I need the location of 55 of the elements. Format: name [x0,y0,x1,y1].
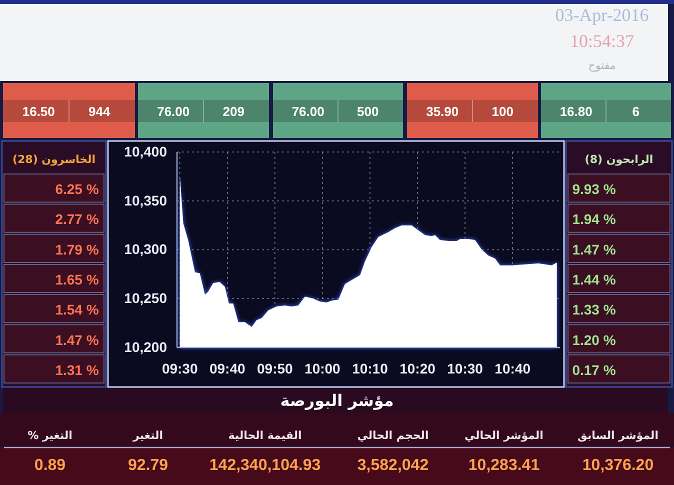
text: 16.80 [560,104,592,119]
text: 1.65 % [55,272,100,288]
text: المؤشر الحالي [464,429,544,442]
text: 10:54:37 [570,31,634,51]
x-tick-label: 10:00 [304,360,341,376]
text: 142,340,104.93 [209,457,321,474]
text: 9.93 % [572,181,616,198]
text: 1.44 % [572,272,616,288]
text: 1.54 % [55,302,100,318]
text: 1.94 % [572,211,616,228]
text: % التغير [28,429,72,442]
text: الرابحون (8) [584,153,654,166]
text: 209 [222,104,244,119]
text: 10,376.20 [582,457,654,474]
text: 92.79 [128,457,168,474]
x-tick-label: 10:30 [447,360,484,376]
text: 100 [492,104,514,119]
text: 2.77 % [55,211,100,228]
text: الحجم الحالي [357,429,429,442]
text: 76.00 [292,104,324,119]
x-tick-label: 09:50 [256,360,294,376]
text: 35.90 [426,104,459,119]
x-tick-label: 09:40 [209,360,246,376]
text: 6 [632,104,640,119]
text: 1.20 % [572,332,616,348]
text: 0.89 [34,457,66,474]
x-tick-label: 10:10 [352,360,388,376]
text: 03-Apr-2016 [555,5,649,25]
y-tick-label: 10,400 [124,143,168,160]
text: 944 [88,104,111,119]
text: 1.33 % [572,302,616,318]
text: مفتوح [588,59,616,72]
x-tick-label: 10:20 [400,360,436,376]
text: 1.79 % [55,241,100,258]
text: 6.25 % [55,181,100,198]
text: 500 [357,104,379,119]
x-tick-label: 09:30 [162,360,198,376]
text: القيمة الحالية [228,429,302,442]
text: 16.50 [22,104,55,119]
text: 3,582,042 [357,457,429,474]
text: 0.17 % [572,362,616,378]
text: الخاسرون (28) [12,153,96,166]
text: 10,283.41 [468,457,540,474]
text: مؤشر البورصة [280,391,394,410]
text: 1.47 % [55,332,100,348]
y-tick-label: 10,300 [124,241,168,258]
y-tick-label: 10,200 [124,338,168,355]
text: 76.00 [157,104,190,119]
y-tick-label: 10,350 [124,192,168,208]
text: 1.31 % [55,362,100,378]
text: المؤشر السابق [578,429,658,442]
text: 1.47 % [572,241,616,258]
text: التغير [132,429,163,442]
y-tick-label: 10,250 [124,290,168,306]
x-tick-label: 10:40 [494,360,531,376]
